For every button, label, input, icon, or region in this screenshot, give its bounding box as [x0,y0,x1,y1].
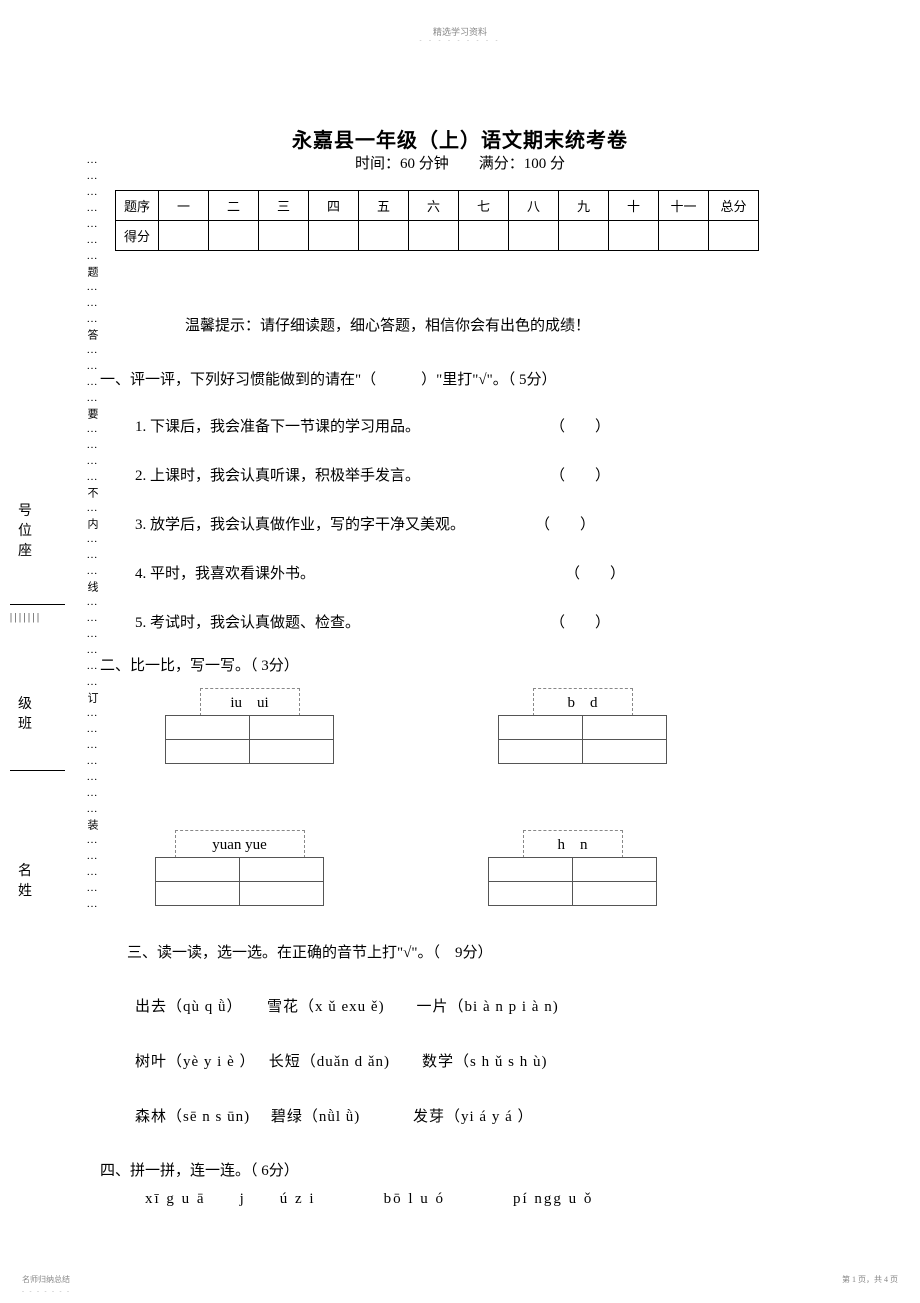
section-4-heading: 四、拼一拼，连一连。（ 6分） [100,1158,299,1185]
score-cell [259,221,309,251]
score-cell [659,221,709,251]
score-cell [709,221,759,251]
pinyin-row-1: iu ui b d [135,688,667,764]
char: 号 [18,500,32,520]
paren: （ ） [550,414,610,441]
score-cell [309,221,359,251]
list-item: 1. 下课后，我会准备下一节课的学习用品。 （ ） [135,414,625,441]
item-text: 1. 下课后，我会准备下一节课的学习用品。 [135,419,420,435]
pinyin-grid [165,715,334,764]
seat-label: 号 位 座 [18,500,32,560]
score-cell [559,221,609,251]
pinyin-header: yuan yue [175,830,305,858]
char: 姓 [18,880,32,900]
col-5: 五 [359,191,409,221]
watermark-top: 精选学习资料 [433,25,487,38]
col-1: 一 [159,191,209,221]
exam-subtitle: 时间：60 分钟 满分：100 分 [355,152,565,173]
item-text: 4. 平时，我喜欢看课外书。 [135,566,315,582]
item-text: 2. 上课时，我会认真听课，积极举手发言。 [135,468,420,484]
hint-text: 温馨提示：请仔细读题，细心答题，相信你会有出色的成绩！ [185,314,590,335]
col-4: 四 [309,191,359,221]
section-1-heading: 一、评一评，下列好习惯能做到的请在"（ ）"里打"√"。（ 5分） [100,367,556,394]
table-row: 得分 [116,221,759,251]
watermark-dots: - - - - - - - - - [420,38,501,44]
table-row: 题序 一 二 三 四 五 六 七 八 九 十 十一 总分 [116,191,759,221]
score-cell [359,221,409,251]
section-2-heading: 二、比一比，写一写。（ 3分） [100,653,299,680]
exam-title: 永嘉县一年级（上）语文期末统考卷 [292,124,628,153]
pinyin-header: iu ui [200,688,300,716]
pinyin-row-2: yuan yue h n [135,830,657,906]
pinyin-header: b d [533,688,633,716]
name-label: 名 姓 [18,860,32,900]
section-3-heading: 三、读一读，选一选。在正确的音节上打"√"。（ 9分） [127,940,492,967]
footer-left: 名师归纳总结 [22,1274,70,1285]
col-8: 八 [509,191,559,221]
list-item: 3. 放学后，我会认真做作业，写的字干净又美观。 （ ） [135,512,625,539]
score-cell [409,221,459,251]
paren: （ ） [565,561,625,588]
col-3: 三 [259,191,309,221]
list-item: 4. 平时，我喜欢看课外书。 （ ） [135,561,625,588]
score-cell [209,221,259,251]
list-item: 森林（sē n s ūn) 碧绿（nǜl ǜ) 发芽（yi á y á ） [135,1104,559,1131]
char: 座 [18,540,32,560]
item-text: 5. 考试时，我会认真做题、检查。 [135,615,360,631]
list-item: 2. 上课时，我会认真听课，积极举手发言。 （ ） [135,463,625,490]
paren: （ ） [550,610,610,637]
item-text: 3. 放学后，我会认真做作业，写的字干净又美观。 [135,517,465,533]
footer-dots: - - - - - - - [22,1289,71,1295]
paren: （ ） [535,512,595,539]
section-3-items: 出去（qù q ǜ） 雪花（x ǔ exu ě) 一片（bi à n p i à… [135,994,559,1159]
pinyin-grid [155,857,324,906]
row-label: 题序 [116,191,159,221]
score-table: 题序 一 二 三 四 五 六 七 八 九 十 十一 总分 得分 [115,190,759,251]
col-9: 九 [559,191,609,221]
char: 位 [18,520,32,540]
char: 级 [18,693,32,713]
seat-line [10,604,65,605]
list-item: 树叶（yè y i è ） 长短（duǎn d ǎn) 数学（s h ǔ s h… [135,1049,559,1076]
binding-column: …………………题………答…………要…………不…内………线………………订……………… [86,154,97,1154]
char: 班 [18,713,32,733]
col-2: 二 [209,191,259,221]
score-cell [609,221,659,251]
list-item: 出去（qù q ǜ） 雪花（x ǔ exu ě) 一片（bi à n p i à… [135,994,559,1021]
col-7: 七 [459,191,509,221]
col-11: 十一 [659,191,709,221]
col-total: 总分 [709,191,759,221]
paren: （ ） [550,463,610,490]
class-line [10,770,65,771]
pinyin-box-group: yuan yue [155,830,324,906]
score-cell [459,221,509,251]
pinyin-grid [488,857,657,906]
score-cell [159,221,209,251]
score-cell [509,221,559,251]
col-6: 六 [409,191,459,221]
footer-right: 第 1 页，共 4 页 [842,1274,898,1285]
pinyin-box-group: h n [488,830,657,906]
pinyin-box-group: b d [498,688,667,764]
class-label: 级 班 [18,693,32,733]
col-10: 十 [609,191,659,221]
pinyin-box-group: iu ui [165,688,334,764]
section-1-items: 1. 下课后，我会准备下一节课的学习用品。 （ ） 2. 上课时，我会认真听课，积… [135,414,625,659]
pinyin-header: h n [523,830,623,858]
line-marks: | | | | | | | [10,612,39,623]
char: 名 [18,860,32,880]
list-item: 5. 考试时，我会认真做题、检查。 （ ） [135,610,625,637]
score-label: 得分 [116,221,159,251]
pinyin-grid [498,715,667,764]
section-4-pinyin: xī g u ā j ú z i bō l u ó pí ngg u ǒ [145,1186,593,1213]
